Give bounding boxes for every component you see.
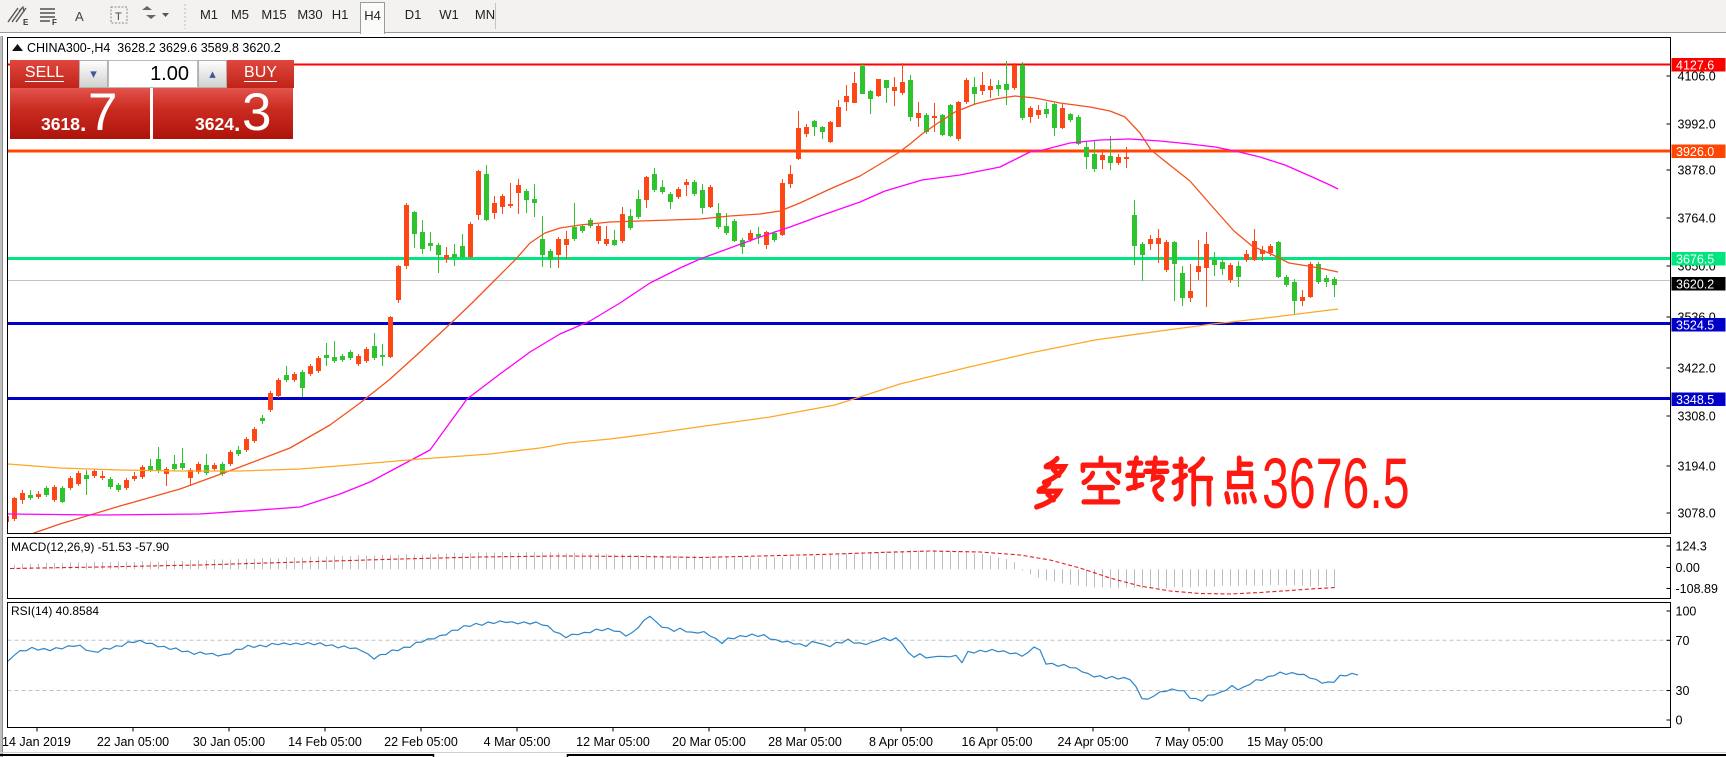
svg-text:0: 0 — [1676, 714, 1683, 728]
svg-text:100: 100 — [1676, 605, 1697, 619]
svg-text:16 Apr 05:00: 16 Apr 05:00 — [962, 735, 1033, 749]
svg-text:3422.0: 3422.0 — [1678, 362, 1716, 376]
svg-text:22 Feb 05:00: 22 Feb 05:00 — [384, 735, 458, 749]
svg-text:3194.0: 3194.0 — [1678, 460, 1716, 474]
svg-text:3078.0: 3078.0 — [1678, 507, 1716, 521]
svg-text:A: A — [75, 9, 84, 24]
svg-text:4106.0: 4106.0 — [1678, 70, 1716, 84]
svg-text:CHINA300-,H4 3628.2 3629.6 35: CHINA300-,H4 3628.2 3629.6 3589.8 3620.2 — [27, 41, 281, 55]
svg-text:14 Jan 2019: 14 Jan 2019 — [2, 735, 71, 749]
svg-text:MACD(12,26,9) -51.53 -57.90: MACD(12,26,9) -51.53 -57.90 — [11, 540, 169, 554]
svg-text:24 Apr 05:00: 24 Apr 05:00 — [1058, 735, 1129, 749]
svg-text:7 May 05:00: 7 May 05:00 — [1155, 735, 1224, 749]
svg-text:F: F — [52, 18, 57, 27]
svg-text:3676.5: 3676.5 — [1262, 444, 1410, 524]
svg-text:E: E — [23, 18, 29, 27]
svg-text:8 Apr 05:00: 8 Apr 05:00 — [869, 735, 933, 749]
svg-text:T: T — [115, 11, 122, 23]
svg-text:3926.0: 3926.0 — [1676, 145, 1714, 159]
svg-text:15 May 05:00: 15 May 05:00 — [1247, 735, 1323, 749]
svg-text:3878.0: 3878.0 — [1678, 164, 1716, 178]
svg-text:3620.2: 3620.2 — [1676, 277, 1714, 291]
svg-text:3524.5: 3524.5 — [1676, 318, 1714, 332]
svg-text:22 Jan 05:00: 22 Jan 05:00 — [97, 735, 169, 749]
svg-text:12 Mar 05:00: 12 Mar 05:00 — [576, 735, 650, 749]
svg-text:30: 30 — [1676, 684, 1690, 698]
svg-text:3992.0: 3992.0 — [1678, 118, 1716, 132]
svg-text:3764.0: 3764.0 — [1678, 212, 1716, 226]
svg-text:RSI(14) 40.8584: RSI(14) 40.8584 — [11, 604, 99, 618]
svg-text:124.3: 124.3 — [1676, 540, 1707, 554]
svg-text:30 Jan 05:00: 30 Jan 05:00 — [193, 735, 265, 749]
svg-text:28 Mar 05:00: 28 Mar 05:00 — [768, 735, 842, 749]
svg-text:-108.89: -108.89 — [1676, 582, 1718, 596]
svg-text:0.00: 0.00 — [1676, 561, 1700, 575]
svg-text:14 Feb 05:00: 14 Feb 05:00 — [288, 735, 362, 749]
svg-text:4127.6: 4127.6 — [1676, 58, 1714, 72]
svg-text:70: 70 — [1676, 634, 1690, 648]
svg-text:3676.5: 3676.5 — [1676, 252, 1714, 266]
svg-text:20 Mar 05:00: 20 Mar 05:00 — [672, 735, 746, 749]
svg-text:3308.0: 3308.0 — [1678, 410, 1716, 424]
svg-text:3348.5: 3348.5 — [1676, 393, 1714, 407]
svg-text:4 Mar 05:00: 4 Mar 05:00 — [484, 735, 551, 749]
